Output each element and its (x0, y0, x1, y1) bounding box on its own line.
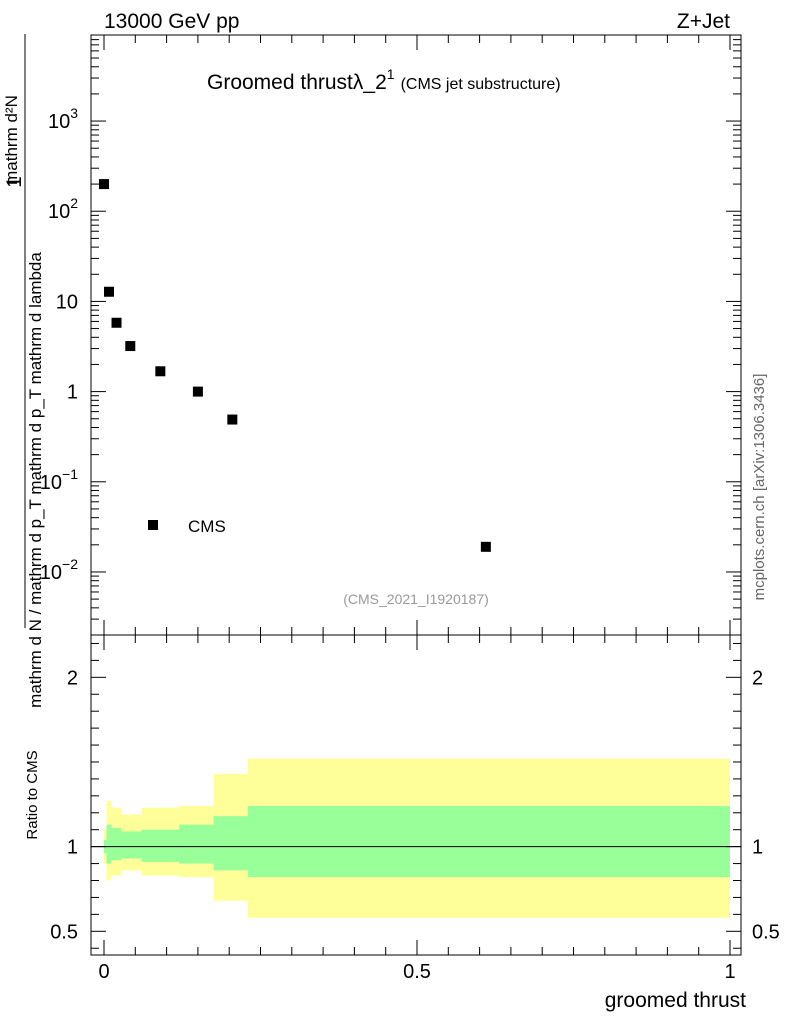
main-y-tick-label: 1 (67, 382, 78, 404)
cms-data-point (192, 386, 203, 397)
ratio-y-tick-labels: 0.5 0.5 1 1 2 2 (50, 667, 780, 943)
plot-title-sup: 1 (387, 66, 395, 82)
main-y-tick-base: 10 (48, 111, 70, 133)
cms-data-point (155, 366, 166, 377)
main-frame (90, 34, 742, 636)
ratio-y-tick-label-left: 2 (67, 667, 78, 689)
main-y-tick-label: 103 (48, 105, 78, 133)
ratio-band-inner (106, 824, 112, 864)
ylabel-inner-numerator: mathrm d²N (2, 95, 21, 185)
ratio-y-tick-label-right: 0.5 (752, 921, 780, 943)
main-y-tick-label: 102 (48, 195, 78, 223)
ratio-y-tick-label-right: 1 (752, 837, 763, 859)
x-tick-label: 1 (724, 961, 735, 983)
legend-label: CMS (188, 517, 226, 536)
ratio-band-inner (179, 824, 214, 864)
main-y-tick-base: 1 (67, 382, 78, 404)
cms-data-point (480, 541, 491, 552)
main-y-tick-base: 10 (40, 472, 62, 494)
ratio-band-inner (247, 806, 731, 878)
ratio-bands (104, 758, 731, 918)
ratio-band-inner (111, 828, 122, 861)
legend-marker (148, 520, 158, 530)
ratio-band-inner (213, 816, 248, 871)
cms-data-point (99, 179, 109, 190)
ratio-y-tick-label-left: 0.5 (50, 921, 78, 943)
ratio-band-inner (141, 829, 180, 862)
ratio-y-tick-label-right: 2 (752, 667, 763, 689)
main-y-tick-exp: −1 (62, 466, 78, 482)
main-axis-ticks (91, 34, 741, 636)
main-y-tick-base: 10 (40, 562, 62, 584)
cms-data-point (227, 414, 238, 425)
energy-label: 13000 GeV pp (104, 10, 239, 33)
main-y-tick-exp: 2 (70, 195, 78, 211)
x-tick-label: 0 (98, 961, 109, 983)
cms-points (99, 179, 491, 552)
ratio-panel: 0.5 0.51 12 2 0 0.5 1 Ratio to CMS groomed th… (24, 634, 780, 1012)
main-y-tick-label: 10−2 (40, 556, 78, 584)
ratio-axis-ticks (91, 635, 741, 955)
main-y-tick-base: 10 (48, 201, 70, 223)
ratio-y-tick-label-left: 1 (67, 837, 78, 859)
analysis-id: (CMS_2021_I1920187) (343, 591, 489, 607)
source-watermark: mcplots.cern.ch [arXiv:1306.3436] (751, 374, 768, 601)
x-tick-labels: 0 0.5 1 (98, 961, 735, 983)
plot-title: Groomed thrustλ_21 (CMS jet substructure) (207, 66, 561, 94)
plot-title-text: Groomed thrustλ_2 (207, 71, 387, 94)
main-y-tick-label: 10 (56, 291, 78, 313)
main-y-tick-exp: 3 (70, 105, 78, 121)
ratio-y-axis-label: Ratio to CMS (24, 750, 41, 839)
ratio-frame (90, 634, 742, 956)
cms-data-point (111, 317, 122, 328)
main-y-tick-exp: −2 (62, 556, 78, 572)
ylabel-numerator: 1 (3, 176, 26, 188)
process-label: Z+Jet (677, 10, 730, 33)
cms-data-point (104, 286, 115, 297)
main-y-axis-label: 1 mathrm d N / mathrm d p_T mathrm d p_T… (2, 34, 45, 708)
cms-data-point (125, 341, 136, 352)
x-tick-label: 0.5 (403, 961, 431, 983)
x-axis-label: groomed thrust (605, 989, 746, 1012)
ratio-band-inner (121, 831, 142, 859)
plot-subtitle: (CMS jet substructure) (401, 76, 561, 93)
ylabel-denominator: mathrm d N / mathrm d p_T mathrm d p_T m… (26, 252, 45, 708)
main-y-tick-label: 10−1 (40, 466, 78, 494)
main-y-tick-base: 10 (56, 291, 78, 313)
